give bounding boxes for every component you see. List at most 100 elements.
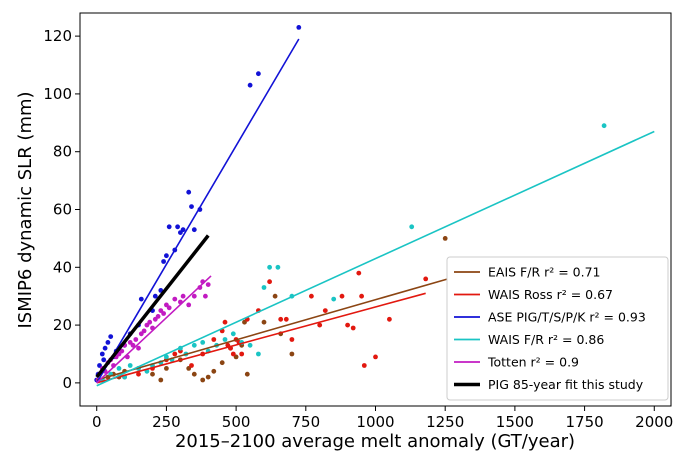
legend-entry-label: ASE PIG/T/S/P/K r² = 0.93: [488, 310, 646, 325]
fit-line: [96, 38, 300, 384]
data-point: [158, 377, 164, 383]
data-point: [164, 354, 169, 360]
fit-line: [96, 278, 449, 381]
data-point: [211, 337, 217, 342]
data-point: [275, 264, 281, 270]
x-axis: 0 250 500 750 1000 1250 1500 1750 2000: [92, 406, 673, 431]
y-tick-label: 60: [53, 201, 72, 219]
x-tick-label: 1250: [426, 413, 464, 431]
fit-line: [96, 130, 655, 387]
data-point: [180, 227, 186, 233]
data-point: [278, 316, 284, 322]
data-point: [256, 71, 261, 77]
y-tick-label: 0: [62, 374, 72, 392]
data-point: [191, 371, 197, 377]
data-point: [267, 264, 272, 270]
data-point: [191, 227, 197, 233]
data-point: [155, 314, 161, 319]
x-tick-label: 0: [92, 413, 102, 431]
data-point: [127, 363, 133, 368]
data-point: [102, 345, 108, 351]
data-point: [322, 308, 328, 313]
data-point: [356, 270, 362, 276]
data-point: [189, 204, 194, 210]
data-point: [150, 371, 155, 377]
data-point: [373, 354, 378, 360]
data-point: [222, 319, 228, 325]
y-tick-label: 40: [53, 258, 72, 276]
data-point: [261, 285, 267, 290]
x-tick-label: 750: [291, 413, 320, 431]
data-point: [601, 123, 607, 129]
y-axis: 0 20 40 60 80 100 120: [43, 27, 80, 392]
data-point: [247, 342, 253, 348]
data-point: [256, 351, 261, 357]
data-point: [359, 293, 364, 299]
legend-box: [446, 256, 669, 401]
y-tick-label: 120: [43, 27, 72, 45]
data-point: [105, 340, 111, 345]
y-axis-label: ISMIP6 dynamic SLR (mm): [15, 91, 36, 328]
data-point: [261, 319, 267, 325]
data-point: [101, 357, 107, 363]
data-point: [272, 293, 278, 299]
data-point: [161, 259, 167, 264]
data-point: [423, 276, 429, 282]
data-point: [172, 351, 178, 357]
data-point: [147, 319, 153, 325]
y-tick-label: 100: [43, 85, 72, 103]
data-point: [222, 337, 228, 342]
data-point: [203, 293, 208, 299]
data-point: [133, 337, 139, 342]
data-point: [191, 293, 197, 299]
data-point: [136, 371, 141, 377]
legend: EAIS F/R r² = 0.71 WAIS Ross r² = 0.67 ASE…: [446, 256, 669, 401]
x-tick-label: 1000: [356, 413, 394, 431]
data-point: [230, 351, 236, 357]
data-point: [361, 363, 367, 368]
x-tick-label: 250: [152, 413, 181, 431]
legend-entry-label: EAIS F/R r² = 0.71: [488, 265, 601, 280]
data-point: [166, 224, 172, 230]
data-point: [205, 282, 211, 287]
data-point: [130, 342, 136, 348]
data-point: [230, 331, 236, 337]
fit-line: [96, 275, 212, 384]
data-point: [289, 351, 295, 357]
data-point: [191, 342, 197, 348]
plot-area: [79, 12, 672, 407]
data-point: [152, 293, 158, 299]
data-point: [219, 360, 225, 366]
legend-entry-label: WAIS Ross r² = 0.67: [488, 287, 613, 302]
legend-entry-label: WAIS F/R r² = 0.86: [488, 332, 604, 347]
data-point: [141, 328, 147, 334]
legend-entry-label: PIG 85-year fit this study: [488, 377, 644, 392]
x-tick-label: 1750: [565, 413, 603, 431]
data-point: [339, 293, 345, 299]
data-point: [108, 334, 114, 339]
data-point: [172, 296, 178, 302]
data-point: [409, 224, 415, 230]
data-point: [239, 351, 245, 357]
data-point: [175, 224, 181, 230]
x-tick-label: 1500: [496, 413, 534, 431]
data-point: [296, 25, 302, 30]
data-point: [331, 296, 337, 302]
data-point: [138, 296, 144, 302]
x-axis-label: 2015–2100 average melt anomaly (GT/year): [175, 431, 575, 451]
data-point: [99, 351, 105, 357]
y-tick-label: 20: [53, 316, 72, 334]
data-point: [247, 82, 253, 88]
y-tick-label: 80: [53, 143, 72, 161]
data-point: [200, 340, 206, 345]
legend-entry-label: Totten r² = 0.9: [487, 355, 579, 370]
x-tick-label: 2000: [635, 413, 673, 431]
data-point: [211, 368, 217, 374]
data-point: [136, 345, 141, 351]
data-point: [309, 293, 314, 299]
data-point: [189, 363, 194, 368]
data-point: [205, 374, 211, 380]
data-point: [442, 236, 448, 241]
data-point: [166, 305, 172, 311]
